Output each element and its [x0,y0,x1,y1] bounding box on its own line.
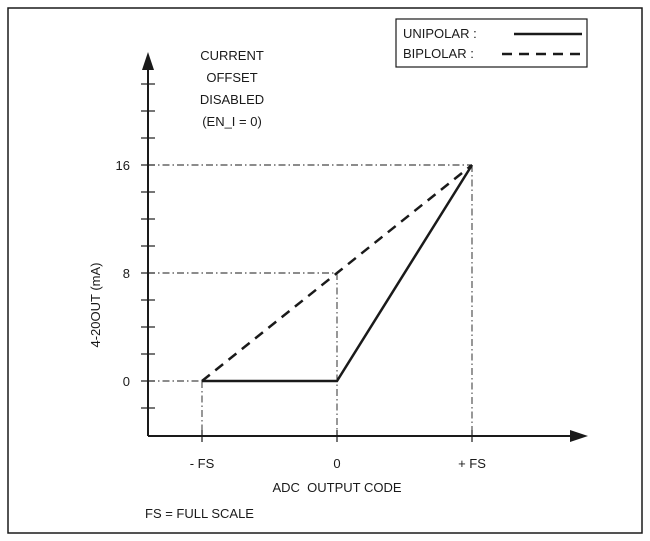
x-axis-arrow [570,430,588,442]
annotation-line-2: OFFSET [206,70,257,85]
x-tick-label-zero: 0 [333,456,340,471]
chart-frame [7,7,643,534]
minor-ticks [141,83,473,442]
y-axis-label: 4-20OUT (mA) [88,263,103,348]
annotation-line-3: DISABLED [200,92,264,107]
series-layer [201,164,474,383]
legend-box [395,18,588,68]
x-axis-label: ADC OUTPUT CODE [272,480,401,495]
guide-lines [148,164,473,436]
offset-annotation: CURRENT OFFSET DISABLED (EN_I = 0) [200,48,264,129]
x-tick-labels: - FS 0 + FS [190,456,487,471]
annotation-line-1: CURRENT [200,48,264,63]
y-tick-label-8: 8 [123,266,130,281]
series-line-unipolar [202,164,474,383]
y-tick-label-0: 0 [123,374,130,389]
y-tick-label-16: 16 [116,158,130,173]
legend: UNIPOLAR : BIPLOLAR : [395,18,588,68]
y-tick-labels: 0 8 16 [116,158,130,389]
annotation-line-4: (EN_I = 0) [202,114,262,129]
y-axis-arrow [142,52,154,70]
series-line-bipolar [201,164,473,382]
legend-label-bipolar: BIPLOLAR : [403,46,474,61]
legend-label-unipolar: UNIPOLAR : [403,26,477,41]
x-tick-label-neg-fs: - FS [190,456,215,471]
axes [142,52,588,442]
footnote: FS = FULL SCALE [145,506,254,521]
x-tick-label-pos-fs: + FS [458,456,486,471]
